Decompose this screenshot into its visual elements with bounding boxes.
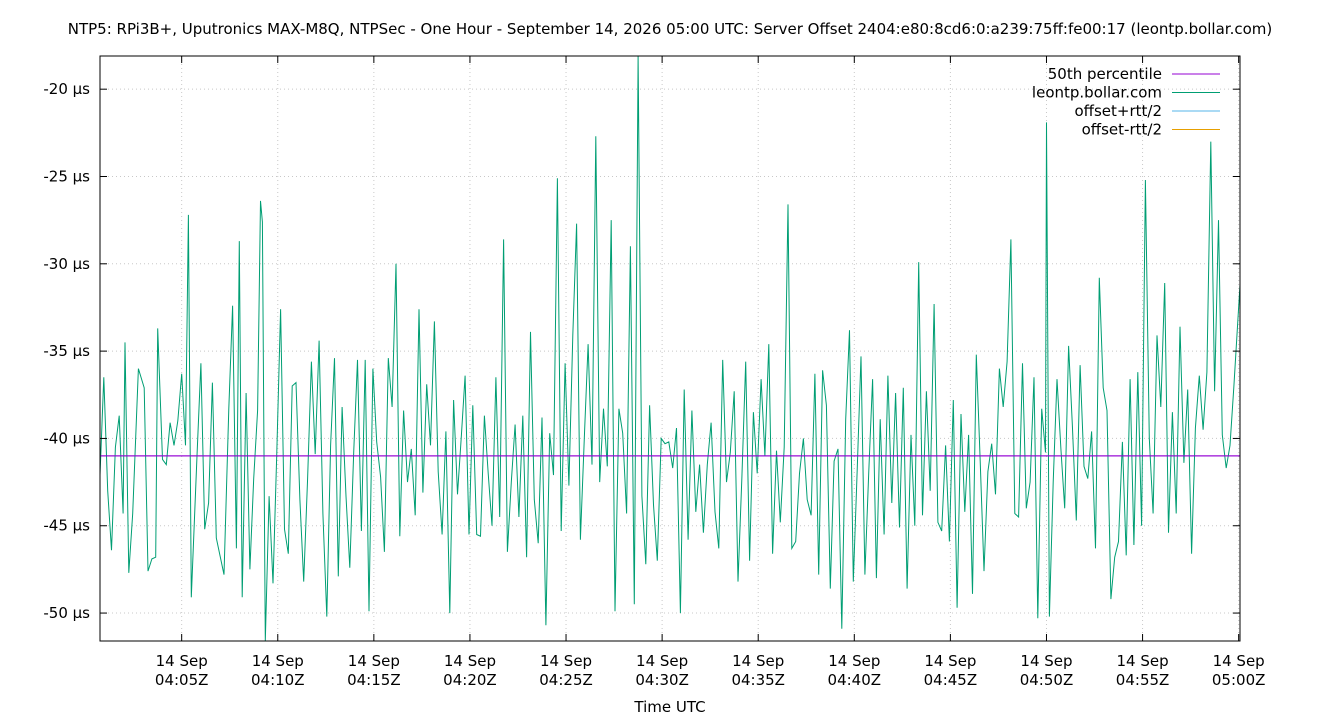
- x-tick-label-date: 14 Sep: [924, 652, 976, 670]
- grid: [100, 56, 1240, 641]
- x-tick-label-time: 04:50Z: [1020, 671, 1074, 689]
- x-tick-label-date: 14 Sep: [156, 652, 208, 670]
- x-tick-label-date: 14 Sep: [732, 652, 784, 670]
- x-tick-label-time: 04:05Z: [155, 671, 209, 689]
- x-tick-label-date: 14 Sep: [348, 652, 400, 670]
- y-tick-label: -35 µs: [43, 342, 90, 360]
- x-tick-label-time: 04:10Z: [251, 671, 305, 689]
- legend-entry-label: offset-rtt/2: [1082, 121, 1162, 139]
- y-tick-label: -45 µs: [43, 517, 90, 535]
- y-axis: -50 µs -45 µs -40 µs -35 µs -30 µs -25 µs -20 …: [43, 80, 1240, 622]
- x-tick-label-time: 04:35Z: [731, 671, 785, 689]
- x-tick-label-date: 14 Sep: [1020, 652, 1072, 670]
- y-tick-label: -30 µs: [43, 255, 90, 273]
- x-tick-label-time: 04:55Z: [1116, 671, 1170, 689]
- series-layer: [99, 55, 1241, 642]
- legend-entry-label: 50th percentile: [1048, 65, 1162, 83]
- legend-entry-label: leontp.bollar.com: [1032, 84, 1162, 102]
- y-tick-label: -20 µs: [43, 80, 90, 98]
- y-tick-label: -40 µs: [43, 429, 90, 447]
- x-tick-label-date: 14 Sep: [1116, 652, 1168, 670]
- x-tick-label-time: 04:30Z: [635, 671, 689, 689]
- x-tick-label-time: 04:15Z: [347, 671, 401, 689]
- legend: 50th percentileleontp.bollar.comoffset+r…: [1032, 65, 1220, 139]
- series-line-1: [99, 55, 1241, 642]
- x-tick-label-time: 04:45Z: [924, 671, 978, 689]
- y-tick-label: -50 µs: [43, 604, 90, 622]
- x-tick-label-date: 14 Sep: [1213, 652, 1265, 670]
- y-tick-label: -25 µs: [43, 167, 90, 185]
- x-tick-label-date: 14 Sep: [828, 652, 880, 670]
- x-tick-label-date: 14 Sep: [252, 652, 304, 670]
- chart-title: NTP5: RPi3B+, Uputronics MAX-M8Q, NTPSec…: [68, 20, 1273, 38]
- x-tick-label-time: 04:40Z: [828, 671, 882, 689]
- x-tick-label-date: 14 Sep: [540, 652, 592, 670]
- legend-entry-label: offset+rtt/2: [1074, 102, 1162, 120]
- x-tick-label-time: 04:25Z: [539, 671, 593, 689]
- x-tick-label-date: 14 Sep: [636, 652, 688, 670]
- x-tick-label-time: 04:20Z: [443, 671, 497, 689]
- x-tick-label-date: 14 Sep: [444, 652, 496, 670]
- x-tick-label-time: 05:00Z: [1212, 671, 1266, 689]
- x-axis-label: Time UTC: [633, 698, 705, 716]
- plot-frame: [99, 55, 1241, 642]
